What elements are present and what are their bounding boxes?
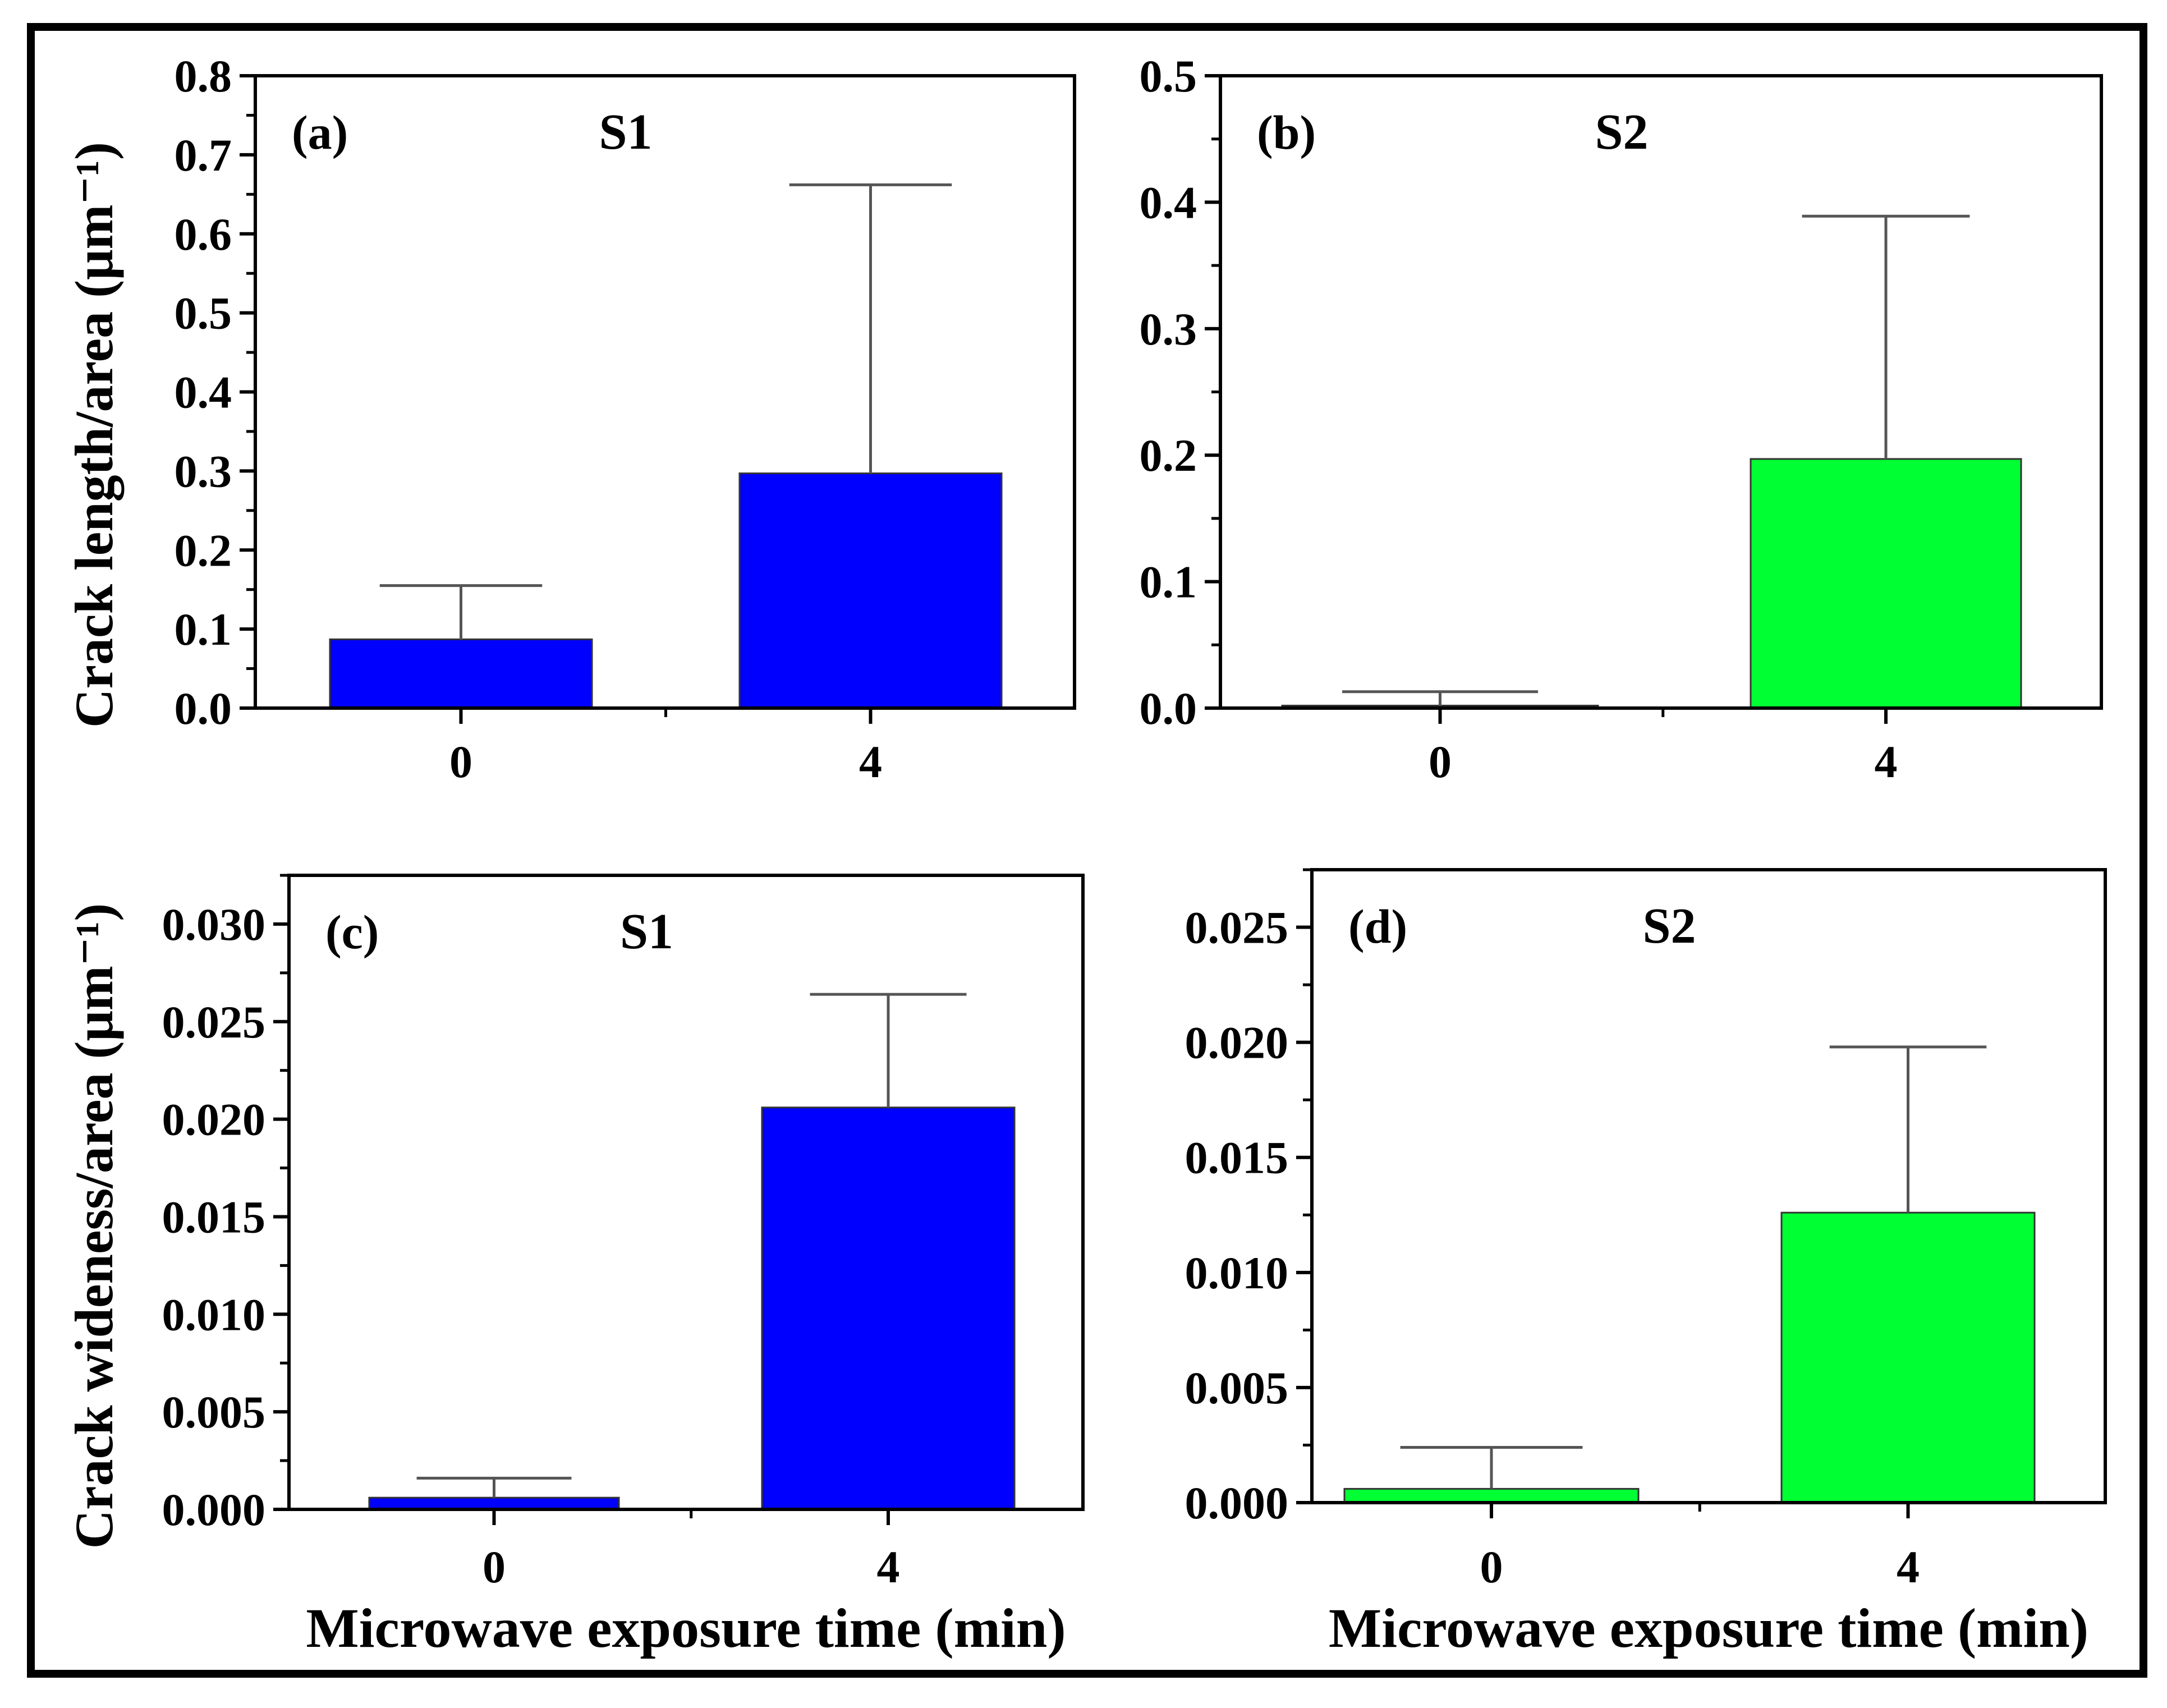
y-tick-label: 0.5: [1140, 50, 1197, 102]
bar: [1780, 1211, 2036, 1504]
y-tick-label: 0.6: [175, 209, 232, 260]
bar: [738, 472, 1003, 709]
panel-b: 0.0 0.1 0.2 0.3 0.4 0.5 0 4 (b) S2: [1140, 50, 2103, 787]
panel-title: S1: [620, 904, 673, 959]
y-tick-label: 0.0: [1140, 683, 1197, 734]
plot-frame: [287, 874, 1085, 1511]
panel-label: (a): [292, 105, 348, 159]
y-tick-label: 0.000: [1185, 1477, 1289, 1528]
y-tick-label: 0.000: [162, 1484, 266, 1535]
y-tick-label: 0.5: [175, 288, 232, 339]
y-axis-title-bottom: Crack wideness/area (μm⁻¹): [64, 903, 124, 1549]
x-tick-label: 4: [1897, 1541, 1920, 1592]
y-tick-label: 0.0: [175, 683, 232, 734]
bar: [1750, 458, 2022, 709]
y-tick-label: 0.020: [1185, 1017, 1289, 1068]
panel-title: S2: [1642, 898, 1696, 954]
x-tick-label: 4: [877, 1541, 900, 1592]
y-tick-label: 0.005: [1185, 1362, 1289, 1413]
x-axis-title: Microwave exposure time (min): [1329, 1597, 2088, 1659]
panel-title: S1: [599, 104, 652, 160]
panel-label: (d): [1348, 899, 1407, 953]
y-tick-label: 0.025: [1185, 902, 1289, 953]
y-tick-label: 0.025: [162, 997, 266, 1048]
y-tick-label: 0.4: [175, 367, 232, 418]
panel-c: 0.000 0.005 0.010 0.015 0.020 0.025 0.030 0 4 (c)…: [162, 874, 1085, 1659]
y-tick-label: 0.4: [1140, 177, 1197, 228]
y-tick-label: 0.2: [1140, 430, 1197, 481]
panel-label: (b): [1257, 105, 1316, 159]
panel-d: 0.000 0.005 0.010 0.015 0.020 0.025 0 4 (d) S2 Mic…: [1185, 868, 2107, 1659]
y-tick-label: 0.020: [162, 1094, 266, 1145]
y-tick-label: 0.8: [175, 50, 232, 102]
y-tick-label: 0.010: [1185, 1247, 1289, 1298]
panel-label: (c): [325, 905, 379, 959]
y-tick-label: 0.015: [162, 1191, 266, 1242]
bar: [368, 1496, 620, 1510]
y-tick-label: 0.1: [1140, 557, 1197, 608]
x-tick-label: 0: [1480, 1541, 1503, 1592]
x-tick-label: 0: [483, 1541, 506, 1592]
bar: [329, 638, 593, 709]
x-tick-label: 4: [859, 736, 882, 787]
panel-title: S2: [1595, 104, 1648, 160]
y-tick-label: 0.2: [175, 525, 232, 576]
x-tick-label: 0: [1429, 736, 1452, 787]
x-axis-title: Microwave exposure time (min): [306, 1597, 1066, 1659]
x-tick-label: 4: [1875, 736, 1898, 787]
bar: [1343, 1487, 1640, 1504]
y-tick-label: 0.030: [162, 899, 266, 950]
figure-border: [27, 23, 2147, 1678]
y-tick-label: 0.005: [162, 1386, 266, 1438]
y-tick-label: 0.7: [175, 130, 232, 181]
bar: [761, 1106, 1016, 1510]
y-tick-label: 0.010: [162, 1289, 266, 1340]
panel-a: 0.0 0.1 0.2 0.3 0.4 0.5 0.6 0.7 0.8 0 4 (a) S1: [175, 50, 1076, 787]
x-tick-label: 0: [449, 736, 472, 787]
y-tick-label: 0.015: [1185, 1132, 1289, 1183]
y-tick-label: 0.1: [175, 604, 232, 655]
y-axis-title-top: Crack length/area (μm⁻¹): [64, 142, 124, 728]
y-tick-label: 0.3: [175, 446, 232, 497]
plot-frame: [1310, 868, 2107, 1504]
y-tick-label: 0.3: [1140, 304, 1197, 355]
